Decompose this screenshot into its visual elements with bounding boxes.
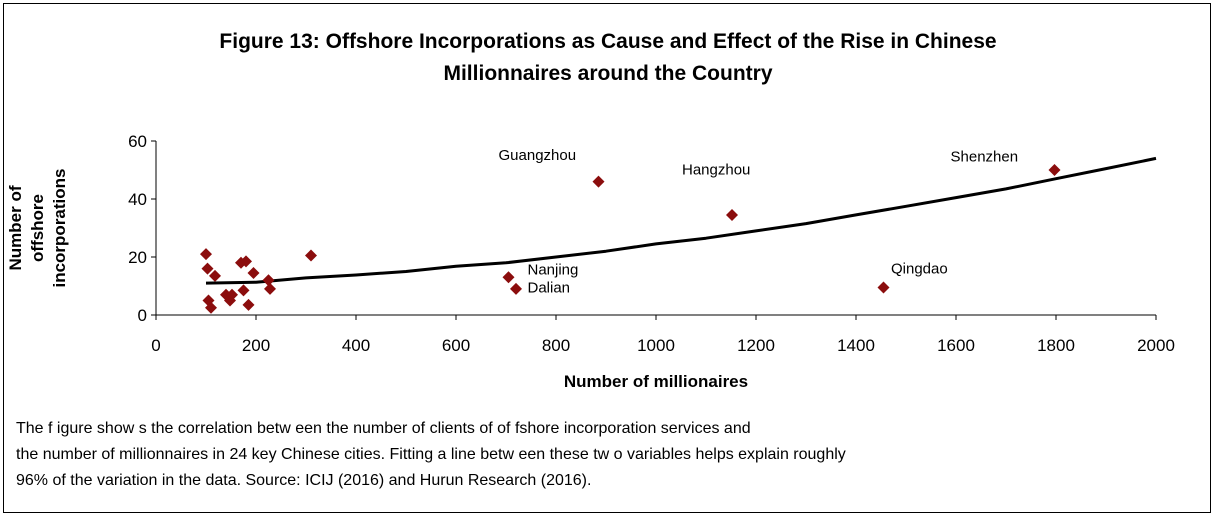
- chart-title-line-2: Millionnaires around the Country: [443, 62, 773, 85]
- figure-caption: The f igure show s the correlation betw …: [16, 416, 1206, 494]
- x-tick-label: 400: [342, 336, 370, 355]
- caption-line-3: 96% of the variation in the data. Source…: [16, 472, 592, 489]
- data-point: [1048, 164, 1061, 176]
- data-point: [240, 255, 252, 268]
- data-point: [877, 281, 890, 294]
- point-annotation: Qingdao: [891, 261, 948, 278]
- x-tick-label: 800: [542, 336, 570, 355]
- point-annotation: Dalian: [528, 279, 571, 296]
- x-axis-label: Number of millionaires: [563, 372, 749, 391]
- y-tick-label: 20: [128, 248, 147, 267]
- chart-title: Figure 13: Offshore Incorporations as Ca…: [0, 26, 1216, 90]
- data-point: [502, 271, 515, 284]
- point-annotation: Guangzhou: [499, 147, 577, 164]
- caption-line-2: the number of millionnaires in 24 key Ch…: [16, 446, 846, 463]
- point-annotation: Nanjing: [528, 261, 579, 278]
- y-tick-label: 0: [138, 306, 147, 325]
- x-tick-label: 0: [151, 336, 160, 355]
- y-tick-label: 60: [128, 132, 147, 151]
- data-point: [264, 282, 276, 295]
- data-point: [242, 298, 255, 311]
- x-tick-label: 1000: [637, 336, 675, 355]
- x-tick-label: 2000: [1137, 336, 1175, 355]
- x-tick-label: 1800: [1037, 336, 1075, 355]
- trend-line: [205, 156, 1157, 285]
- x-tick-label: 600: [442, 336, 470, 355]
- point-annotation: Hangzhou: [682, 161, 750, 178]
- x-tick-label: 1200: [737, 336, 775, 355]
- data-point: [247, 266, 260, 279]
- x-tick-label: 1600: [937, 336, 975, 355]
- caption-line-1: The f igure show s the correlation betw …: [16, 420, 751, 437]
- x-tick-label: 1400: [837, 336, 875, 355]
- data-point: [237, 284, 250, 297]
- data-point: [262, 274, 275, 287]
- x-tick-label: 200: [242, 336, 270, 355]
- data-point: [226, 288, 238, 301]
- data-point: [305, 249, 317, 262]
- data-point: [209, 269, 221, 282]
- chart-title-line-1: Figure 13: Offshore Incorporations as Ca…: [219, 30, 997, 53]
- data-point: [510, 282, 522, 295]
- data-point: [201, 262, 214, 275]
- data-point: [200, 248, 212, 261]
- data-point: [592, 175, 605, 188]
- data-point: [205, 301, 217, 314]
- y-tick-label: 40: [128, 190, 147, 209]
- data-point: [726, 208, 738, 221]
- point-annotation: Shenzhen: [951, 148, 1019, 165]
